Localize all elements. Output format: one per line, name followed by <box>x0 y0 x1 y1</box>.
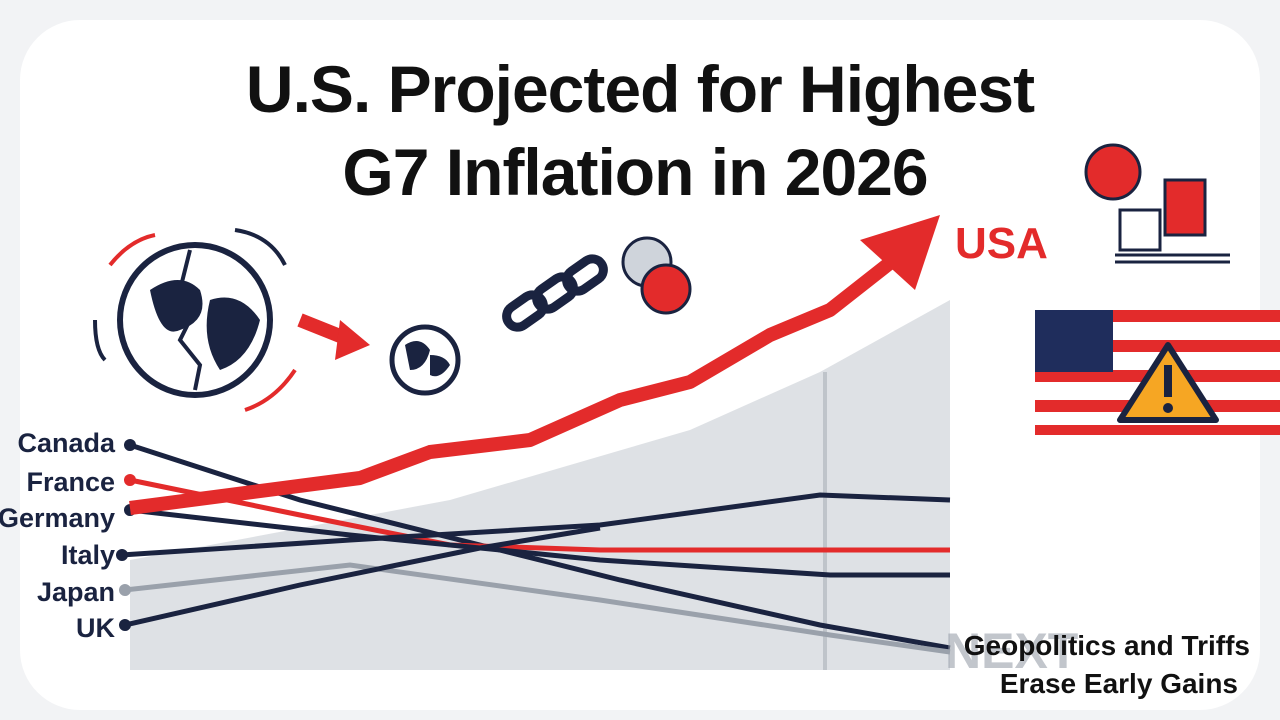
chain-icon <box>502 254 608 332</box>
line-uk <box>124 525 601 628</box>
cart-icon <box>1115 178 1230 264</box>
line-italy <box>121 492 951 558</box>
watermark: NEXT <box>945 623 1078 679</box>
coin-icons <box>621 143 1142 315</box>
country-label: Germany <box>0 503 115 533</box>
globe-icon <box>117 242 461 398</box>
title: U.S. Projected for Highest <box>246 52 1035 126</box>
us-flag <box>1035 310 1280 435</box>
caption: Erase Early Gains <box>1000 668 1238 699</box>
country-label: Japan <box>37 577 115 607</box>
line-germany <box>129 507 950 578</box>
country-label: Italy <box>61 540 115 570</box>
country-label: Canada <box>17 428 116 458</box>
decor-arrows <box>93 228 370 412</box>
usa-arrow <box>129 249 905 515</box>
title: G7 Inflation in 2026 <box>342 135 927 209</box>
line-japan <box>124 562 951 655</box>
country-labels: Canada France Germany Italy Japan UK <box>0 428 116 643</box>
usa-label: USA <box>955 219 1048 268</box>
country-label: UK <box>76 613 115 643</box>
caption: Geopolitics and Triffs <box>964 630 1250 661</box>
country-label: France <box>26 467 115 497</box>
arrow-head <box>860 215 940 290</box>
